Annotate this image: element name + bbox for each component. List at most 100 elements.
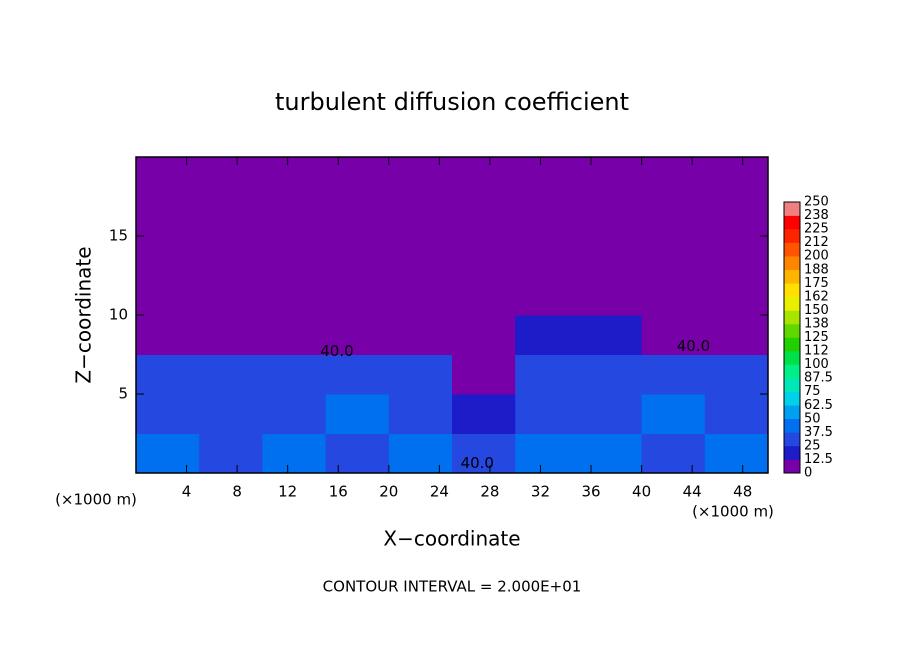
field-cell [641,354,706,395]
x-axis-label: X−coordinate [383,527,520,551]
colorbar-label: 87.5 [804,371,833,386]
field-cell [704,433,769,474]
colorbar-swatch [784,364,800,379]
field-cell [199,433,263,474]
chart-title: turbulent diffusion coefficient [275,88,629,116]
field-cell [704,157,769,316]
field-cell [704,354,769,395]
colorbar-swatch [784,215,800,230]
colorbar-swatch [784,269,800,284]
x-tick-label: 40 [632,483,651,501]
x-tick-label: 28 [480,483,499,501]
y-tick-label: 5 [118,385,128,403]
colorbar-swatch [784,459,800,474]
x-tick-label: 8 [232,483,242,501]
field-cell [452,157,516,316]
field-cell [325,315,390,355]
field-cell [325,433,390,474]
colorbar-swatch [784,256,800,271]
annotation: CONTOUR INTERVAL = 2.000E+01 [323,578,582,596]
colorbar-label: 212 [804,235,829,250]
x-tick-label: 32 [531,483,550,501]
field-cell [578,354,643,395]
field-cell [136,354,200,395]
x-tick-label: 4 [182,483,192,501]
field-cell [325,354,390,395]
colorbar-label: 37.5 [804,425,833,440]
colorbar-label: 25 [804,438,821,453]
field-cell [515,315,579,355]
colorbar-label: 50 [804,411,821,426]
colorbar-swatch [784,405,800,420]
colorbar-label: 100 [804,357,829,372]
colorbar-swatch [784,445,800,460]
field-cell [515,354,579,395]
field-cell [136,433,200,474]
contour-label: 40.0 [677,337,710,355]
colorbar-swatch [784,378,800,392]
field-cell [452,354,516,395]
y-tick-label: 15 [109,227,128,245]
field-cell [515,394,579,434]
x-tick-label: 36 [581,483,600,501]
field-cell [136,157,200,316]
colorbar-swatch [784,202,800,216]
colorbar-label: 125 [804,330,829,345]
field-cell [704,315,769,355]
colorbar-label: 112 [804,344,829,359]
field-cell [388,315,453,355]
field-cell [262,157,327,316]
field-cell [199,157,263,316]
colorbar-label: 188 [804,262,829,277]
y-axis-label: Z−coordinate [72,246,96,383]
field-cell [262,354,327,395]
field-cell [578,157,643,316]
colorbar-swatch [784,242,800,257]
colorbar-label: 75 [804,384,821,399]
field-cell [641,394,706,434]
contour-label: 40.0 [461,454,494,472]
colorbar-label: 138 [804,316,829,331]
field-cell [452,433,516,474]
field-cell [325,157,390,316]
field-cell [388,354,453,395]
x-tick-label: 12 [278,483,297,501]
x-unit: (×1000 m) [692,503,774,521]
field-cell [578,315,643,355]
field-cell [452,315,516,355]
field-cell [388,433,453,474]
colorbar-label: 225 [804,222,829,237]
colorbar-label: 175 [804,276,829,291]
field-cell [641,157,706,316]
colorbar-swatch [784,432,800,447]
colorbar-swatch [784,296,800,311]
field-cell [136,394,200,434]
colorbar-label: 0 [804,466,812,481]
colorbar-label: 150 [804,303,829,318]
field-cell [641,315,706,355]
field-cell [578,394,643,434]
colorbar-swatch [784,229,800,243]
field-cell [199,394,263,434]
field-cell [136,315,200,355]
field-cell [262,394,327,434]
field-cell [515,433,579,474]
field-cell [704,394,769,434]
colorbar-label: 162 [804,289,829,304]
x-tick-label: 24 [430,483,449,501]
field-cell [262,433,327,474]
field-cell [578,433,643,474]
x-tick-label: 44 [683,483,702,501]
y-unit: (×1000 m) [55,491,137,509]
colorbar-label: 250 [804,195,829,210]
colorbar-swatch [784,310,800,325]
colorbar-swatch [784,337,800,352]
colorbar-label: 200 [804,249,829,264]
field-cell [641,433,706,474]
colorbar-swatch [784,283,800,298]
colorbar-label: 238 [804,208,829,223]
colorbar-swatch [784,418,800,433]
y-tick-label: 10 [109,306,128,324]
colorbar-swatch [784,351,800,365]
